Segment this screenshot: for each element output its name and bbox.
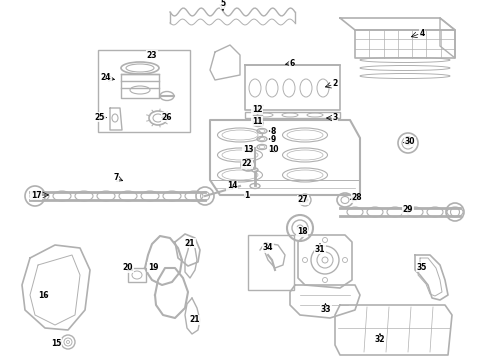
Text: 30: 30 [405,138,415,147]
Text: 19: 19 [148,262,158,271]
Bar [245,112,340,118]
Text: 2: 2 [332,80,338,89]
Text: 23: 23 [147,50,157,59]
Text: 28: 28 [352,194,362,202]
Text: 5: 5 [220,0,225,9]
Text: 13: 13 [243,144,253,153]
Text: 32: 32 [375,336,385,345]
Text: 6: 6 [290,58,294,68]
Text: 29: 29 [403,206,413,215]
Text: 8: 8 [270,126,276,135]
Text: 7: 7 [113,174,119,183]
Text: 3: 3 [332,113,338,122]
Text: 4: 4 [419,28,425,37]
Text: 22: 22 [242,159,252,168]
Text: 20: 20 [123,264,133,273]
Text: 11: 11 [252,117,262,126]
Text: 12: 12 [252,104,262,113]
Text: 21: 21 [185,238,195,248]
Text: 25: 25 [95,112,105,122]
Text: 17: 17 [31,190,41,199]
Text: 26: 26 [162,112,172,122]
Text: 35: 35 [417,262,427,271]
Text: 27: 27 [298,195,308,204]
Text: 10: 10 [268,145,278,154]
Text: 33: 33 [321,306,331,315]
Text: 21: 21 [190,315,200,324]
Text: 34: 34 [263,243,273,252]
Text: 1: 1 [245,192,249,201]
Text: 31: 31 [315,244,325,253]
Bar [98,50,190,132]
Text: 24: 24 [101,73,111,82]
Text: 14: 14 [227,181,237,190]
Text: 9: 9 [270,135,275,144]
Bar [128,268,146,282]
Text: 18: 18 [296,228,307,237]
Text: 16: 16 [38,291,48,300]
Text: 15: 15 [51,338,61,347]
Bar [248,235,294,290]
